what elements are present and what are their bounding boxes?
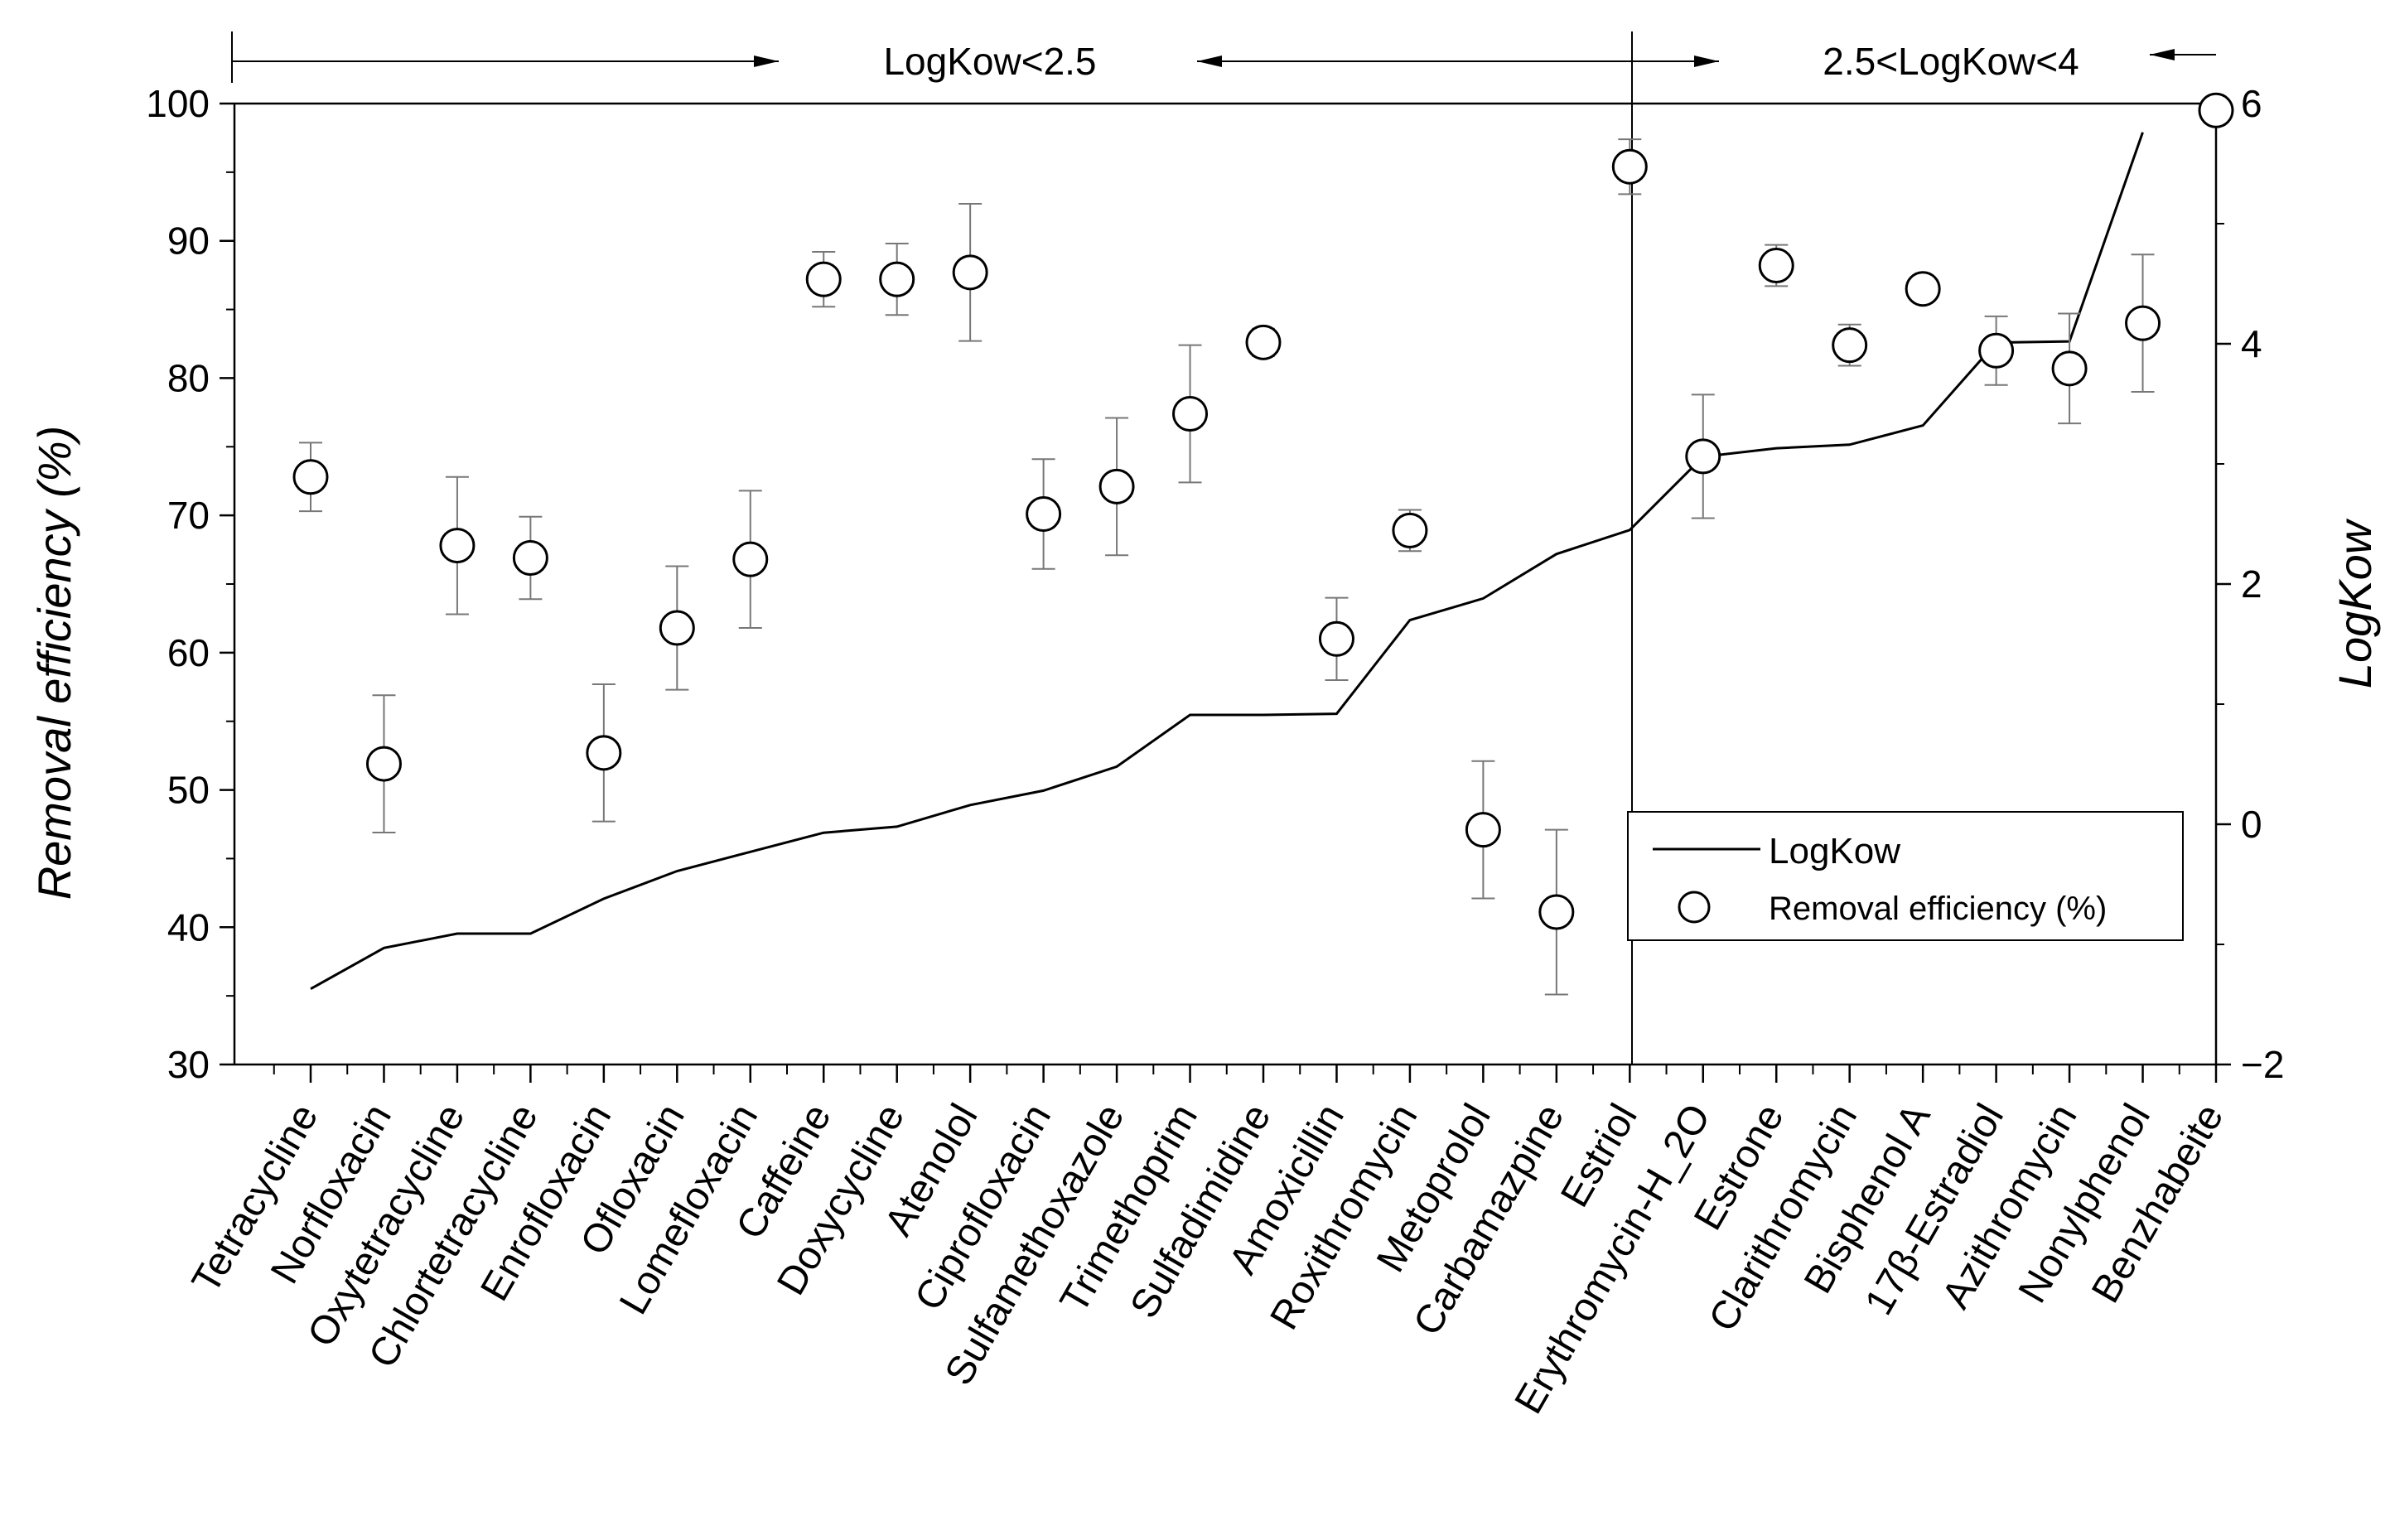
data-point [732,490,769,630]
y-tick-label: 90 [167,220,210,263]
data-point [1832,323,1868,367]
removal-marker [1538,894,1575,930]
y2-tick-label: −2 [2241,1043,2284,1086]
data-point [2125,253,2161,393]
data-point [1685,393,1721,519]
data-point [439,476,476,616]
category-labels: TetracyclineNorfloxacinOxytetracyclineCh… [184,1097,2233,1421]
bottom-axis-ticks [273,1064,2218,1083]
y2-tick-label: 0 [2241,803,2262,846]
data-point [365,694,402,833]
removal-marker [732,541,769,577]
logkow-line [310,132,2144,991]
removal-marker [1245,324,1282,360]
legend-line-label: LogKow [1769,831,1900,871]
data-point [1538,828,1575,996]
y-tick-label: 50 [167,769,210,812]
data-point [659,565,695,691]
data-point [1245,324,1282,360]
removal-marker [365,746,402,782]
removal-marker [2198,92,2234,128]
right-axis-ticks: −2 0 2 4 6 [2216,82,2284,1086]
removal-marker [1758,248,1794,284]
data-point [1758,244,1794,287]
region-annotations: LogKow<2.5 2.5<LogKow<4 [231,31,2216,83]
data-point [586,683,622,823]
removal-marker [952,254,988,291]
data-point [805,250,842,308]
y-tick-label: 70 [167,494,210,537]
data-point [512,515,548,601]
y2-tick-label: 2 [2241,562,2262,606]
removal-marker [1026,495,1062,532]
data-point [1098,417,1135,557]
removal-marker [439,528,476,564]
removal-marker [805,261,842,297]
removal-marker [1832,327,1868,364]
data-point [1172,344,1209,484]
data-point [1318,596,1354,681]
data-point [1611,138,1648,196]
removal-marker [1978,332,2015,369]
data-point [1465,760,1501,900]
removal-marker [1318,620,1354,657]
removal-efficiency-series [292,92,2234,996]
data-point [1978,315,2015,386]
removal-marker [1611,148,1648,185]
removal-marker [879,261,915,297]
data-point [1392,509,1428,553]
y-tick-label: 40 [167,905,210,949]
removal-marker [659,610,695,646]
removal-marker [512,540,548,577]
y2-tick-label: 6 [2241,82,2262,125]
removal-marker [1098,468,1135,504]
logkow-series [310,132,2144,991]
y-tick-label: 30 [167,1043,210,1086]
y-tick-label: 100 [146,82,210,125]
left-axis-ticks: 30 40 50 60 70 80 90 100 [146,82,234,1086]
data-point [879,243,915,316]
legend: LogKow Removal efficiency (%) [1627,811,2184,941]
removal-marker [2051,350,2088,387]
data-point [1905,271,1941,307]
data-point [952,202,988,342]
legend-marker-label: Removal efficiency (%) [1769,891,2107,927]
y-tick-label: 60 [167,631,210,674]
removal-marker [2125,305,2161,341]
y-tick-label: 80 [167,356,210,399]
region-low-label: LogKow<2.5 [883,40,1096,83]
data-point [2051,312,2088,425]
removal-marker [1465,812,1501,848]
legend-marker-swatch [1678,891,1711,924]
legend-box [1627,811,2184,941]
y2-axis-title: LogKow [2329,518,2381,688]
region-mid-label: 2.5<LogKow<4 [1823,40,2079,83]
removal-marker [586,735,622,771]
y-axis-title: Removal efficiency (%) [28,426,80,900]
removal-marker [1685,438,1721,475]
removal-marker [292,459,329,495]
y2-tick-label: 4 [2241,322,2262,365]
data-point [292,442,329,513]
removal-marker [1392,512,1428,548]
removal-marker [1905,271,1941,307]
data-point [1026,458,1062,570]
data-point [2198,92,2234,128]
removal-marker [1172,396,1209,432]
